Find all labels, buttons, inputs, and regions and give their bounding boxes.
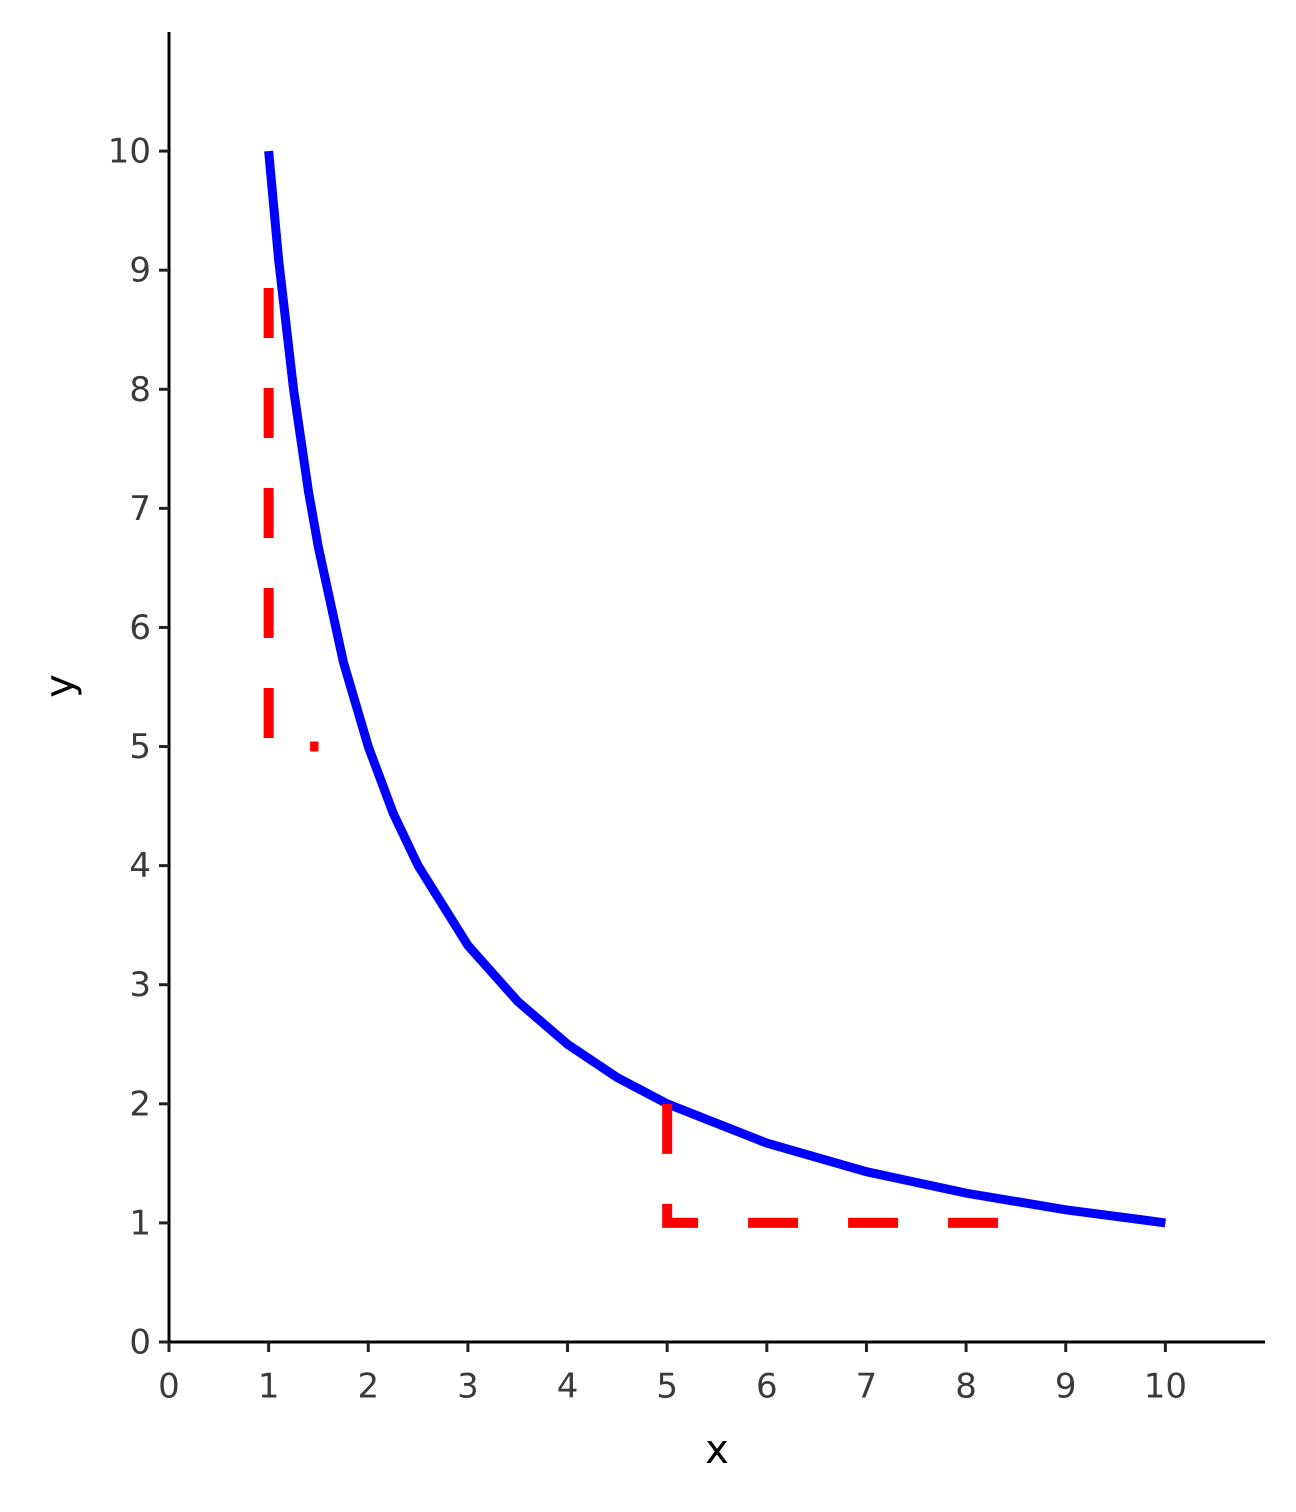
y-tick-label: 0 — [129, 1323, 151, 1363]
x-tick-label: 8 — [955, 1367, 977, 1407]
y-tick-label: 5 — [129, 727, 151, 767]
x-axis-title: x — [705, 1427, 729, 1473]
x-tick-label: 2 — [357, 1367, 379, 1407]
x-tick-label: 5 — [656, 1367, 678, 1407]
y-tick-label: 4 — [129, 846, 151, 886]
x-tick-label: 9 — [1055, 1367, 1077, 1407]
x-tick-label: 6 — [756, 1367, 778, 1407]
x-tick-label: 7 — [856, 1367, 878, 1407]
y-tick-label: 1 — [129, 1203, 151, 1243]
y-tick-label: 7 — [129, 489, 151, 529]
y-tick-label: 2 — [129, 1084, 151, 1124]
y-tick-label: 3 — [129, 965, 151, 1005]
y-axis-title: y — [37, 674, 83, 698]
y-tick-label: 8 — [129, 370, 151, 410]
x-tick-label: 1 — [258, 1367, 280, 1407]
x-tick-label: 0 — [158, 1367, 180, 1407]
y-tick-label: 6 — [129, 608, 151, 648]
y-tick-label: 10 — [108, 132, 151, 172]
line — [662, 1103, 1026, 1228]
x-tick-label: 3 — [457, 1367, 479, 1407]
x-tick-label: 4 — [557, 1367, 579, 1407]
y-tick-label: 9 — [129, 251, 151, 291]
line — [264, 150, 1166, 1228]
x-tick-label: 10 — [1144, 1367, 1187, 1407]
